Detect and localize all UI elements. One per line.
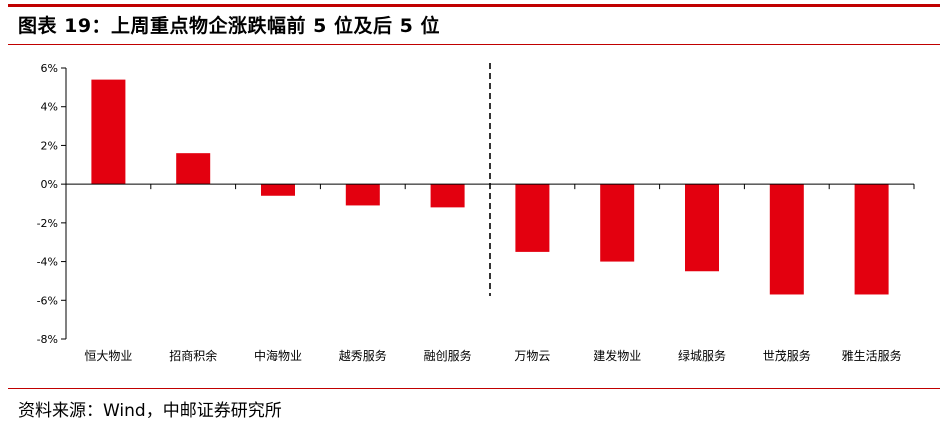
y-tick-label: 6% [41,62,58,75]
bar-2 [176,153,211,185]
source-note: 资料来源：Wind，中邮证券研究所 [18,401,282,421]
bar-4 [345,184,380,206]
x-category-label: 世茂服务 [763,348,811,363]
chart-area: 6% 4% 2% 0% -2% -4% -6% -8% 恒大物业 招商积余 中海物业 越秀服务 融创服务… [0,46,948,386]
y-tick-label: -6% [37,294,58,307]
x-category-label: 绿城服务 [678,348,726,363]
x-category-label: 建发物业 [593,348,641,363]
bar-5 [430,184,465,208]
y-tick-label: -4% [37,256,58,269]
title-divider [8,44,940,45]
x-category-label: 恒大物业 [84,349,132,363]
x-category-label: 融创服务 [424,348,472,363]
bar-1 [91,79,126,185]
bar-9 [769,184,804,295]
y-tick-label: -8% [37,333,58,346]
bottom-red-rule [8,388,940,389]
y-tick-label: 0% [41,178,58,191]
x-category-label: 中海物业 [254,348,302,363]
chart-title: 图表 19：上周重点物企涨跌幅前 5 位及后 5 位 [18,15,440,37]
x-category-label: 万物云 [514,349,550,363]
y-tick-label: -2% [37,217,58,230]
y-tick-label: 2% [41,139,58,152]
x-category-label: 越秀服务 [339,348,387,363]
x-category-label: 雅生活服务 [842,348,902,363]
bar-chart: 6% 4% 2% 0% -2% -4% -6% -8% 恒大物业 招商积余 中海物业 越秀服务 融创服务… [37,62,915,363]
y-tick-label: 4% [41,101,58,114]
x-category-label: 招商积余 [169,348,217,363]
bar-3 [261,184,295,196]
bar-6 [515,184,550,252]
top-red-rule [8,4,940,7]
bar-8 [685,184,719,272]
bar-7 [600,184,635,262]
bar-10 [854,184,889,295]
